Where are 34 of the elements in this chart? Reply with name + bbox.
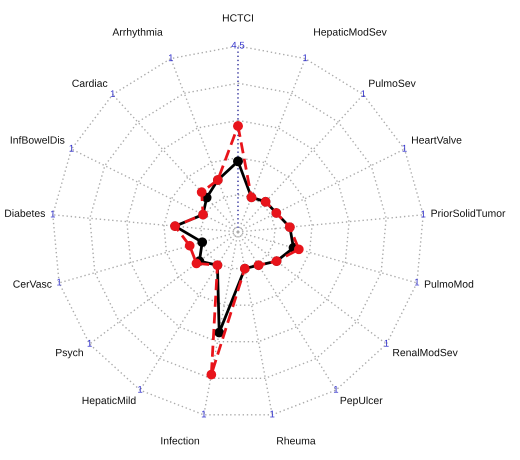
spoke-label: PriorSolidTumor	[431, 209, 506, 217]
text: 1	[361, 90, 366, 98]
text: 1	[50, 210, 56, 218]
spoke-label: HeartValve	[412, 136, 462, 144]
spoke-label: Rheuma	[277, 436, 316, 444]
spoke-label: PulmoMod	[424, 280, 474, 288]
text: 4.5	[231, 42, 244, 49]
text: 1	[202, 410, 206, 418]
spoke-label: HCTCI	[222, 14, 253, 22]
spoke-label: Diabetes	[5, 209, 46, 217]
text: 1	[70, 144, 74, 152]
text: 1	[110, 90, 115, 98]
text: 1	[303, 54, 308, 62]
spoke-label: HepaticMild	[82, 396, 136, 406]
spoke-label: Arrhythmia	[112, 28, 163, 38]
text: 1	[57, 278, 62, 286]
spoke-label: InfBowelDis	[10, 136, 64, 144]
text: 1	[88, 340, 92, 347]
text: 1	[334, 386, 338, 393]
text: 1	[270, 410, 274, 418]
text: 1	[414, 278, 420, 286]
text: 1	[168, 54, 174, 62]
text: 1	[421, 210, 426, 218]
text: 1	[138, 386, 142, 393]
text: 1	[402, 144, 407, 152]
spoke-label: PulmoSev	[369, 79, 416, 87]
spoke-label: Cardiac	[72, 79, 108, 87]
text: 1	[384, 340, 389, 347]
spoke-label: Psych	[56, 348, 83, 358]
spoke-label: CerVasc	[13, 280, 52, 288]
spoke-label: PepUlcer	[340, 396, 382, 406]
spoke-label: HepaticModSev	[314, 28, 387, 38]
spoke-label: Infection	[161, 436, 200, 444]
spoke-label: RenalModSev	[393, 348, 458, 356]
